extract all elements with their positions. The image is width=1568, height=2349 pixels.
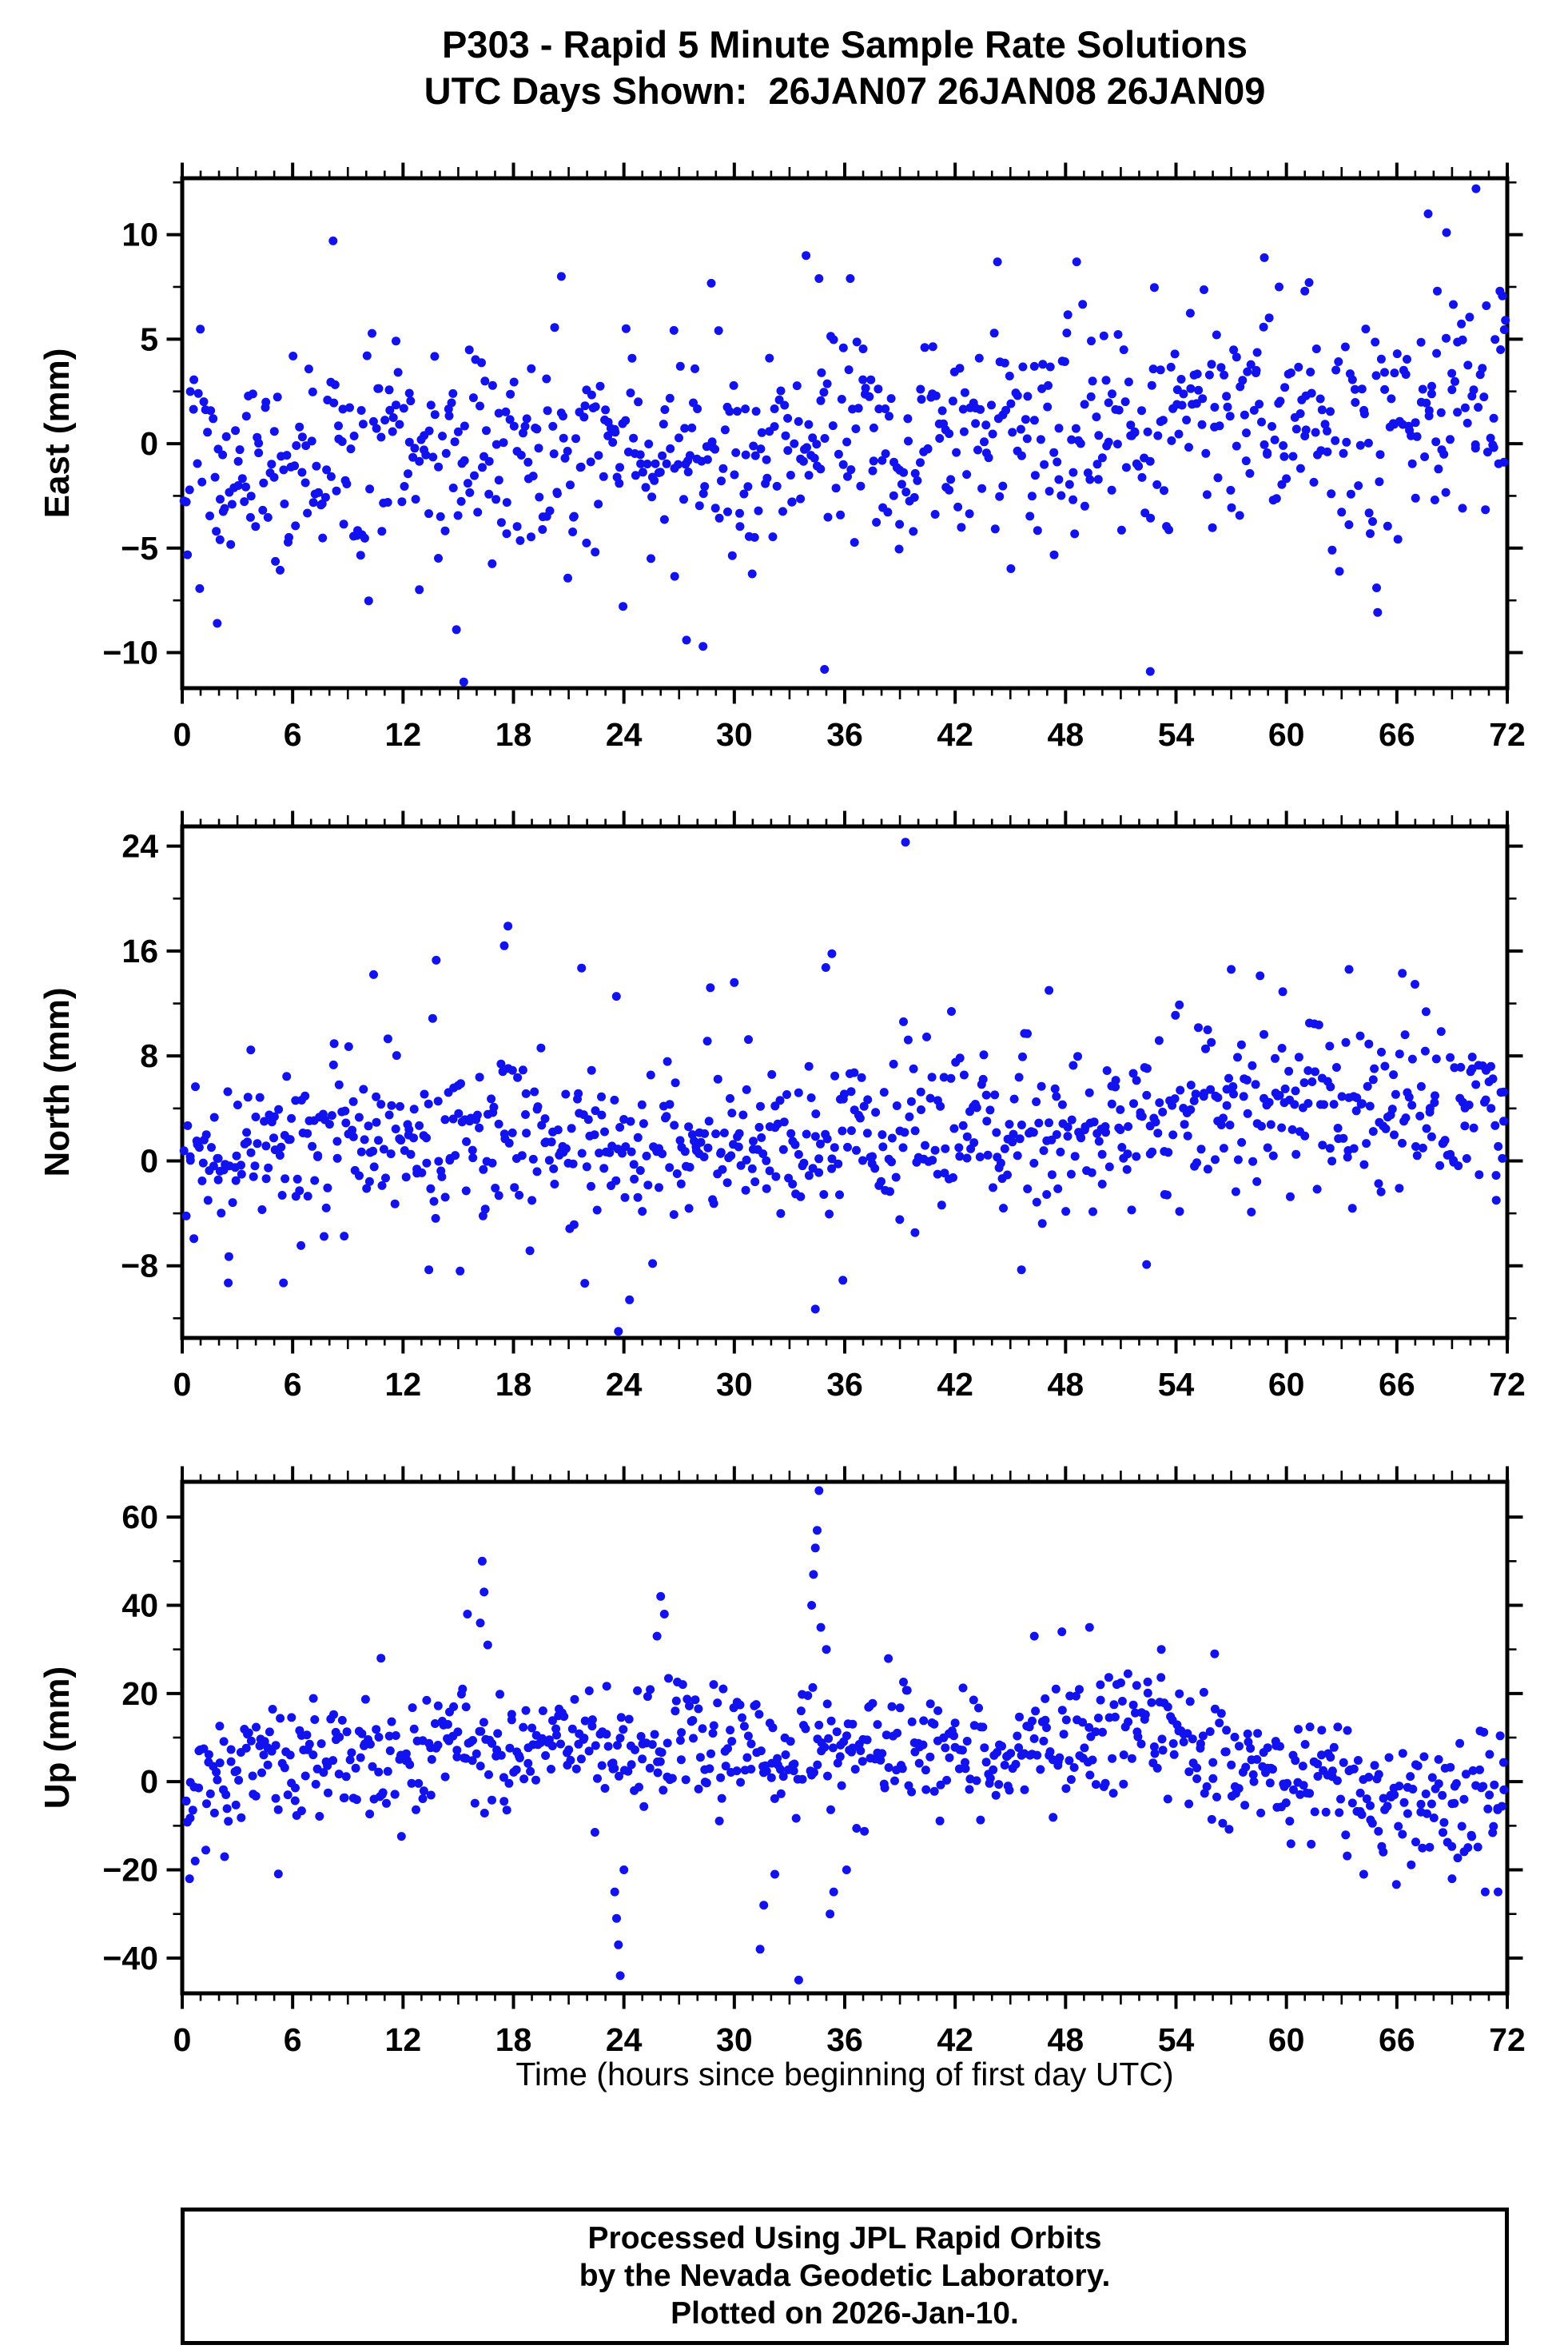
svg-text:0: 0 — [173, 716, 192, 753]
svg-text:0: 0 — [173, 1366, 192, 1403]
svg-text:18: 18 — [495, 716, 532, 753]
svg-text:72: 72 — [1489, 716, 1526, 753]
svg-text:42: 42 — [937, 716, 973, 753]
svg-text:0: 0 — [173, 2021, 192, 2058]
svg-text:36: 36 — [826, 2021, 863, 2058]
page-subtitle: UTC Days Shown: 26JAN07 26JAN08 26JAN09 — [424, 70, 1266, 112]
svg-text:30: 30 — [716, 1366, 753, 1403]
svg-text:8: 8 — [140, 1037, 158, 1074]
svg-text:60: 60 — [1268, 2021, 1305, 2058]
up-plot: 0 6 12 18 24 30 36 42 48 54 60 66 72 −40 −20 0 20 40 60 — [102, 1466, 1526, 2058]
svg-text:54: 54 — [1158, 716, 1195, 753]
svg-text:−10: −10 — [102, 635, 158, 671]
svg-text:30: 30 — [716, 716, 753, 753]
east-plot: 0 6 12 18 24 30 36 42 48 54 60 66 72 −10 −5 0 5 10 — [102, 162, 1526, 753]
svg-text:0: 0 — [140, 425, 158, 462]
svg-text:18: 18 — [495, 2021, 532, 2058]
north-plot: 0 6 12 18 24 30 36 42 48 54 60 66 72 −8 0 8 16 24 — [121, 810, 1526, 1403]
svg-text:72: 72 — [1489, 1366, 1526, 1403]
svg-text:24: 24 — [606, 716, 643, 753]
svg-text:−40: −40 — [102, 1940, 158, 1977]
svg-text:40: 40 — [121, 1587, 158, 1623]
page-title: P303 - Rapid 5 Minute Sample Rate Soluti… — [441, 23, 1248, 66]
svg-text:30: 30 — [716, 2021, 753, 2058]
svg-text:24: 24 — [606, 1366, 643, 1403]
svg-text:60: 60 — [1268, 1366, 1305, 1403]
time-axis-title: Time (hours since beginning of first day… — [515, 2056, 1174, 2092]
svg-text:−20: −20 — [102, 1852, 158, 1889]
footer-box: Processed Using JPL Rapid Orbits by the … — [181, 2208, 1509, 2345]
svg-text:5: 5 — [140, 320, 158, 357]
svg-text:54: 54 — [1158, 2021, 1195, 2058]
svg-text:42: 42 — [937, 1366, 973, 1403]
svg-text:−5: −5 — [121, 530, 158, 567]
svg-text:6: 6 — [284, 716, 302, 753]
svg-text:72: 72 — [1489, 2021, 1526, 2058]
svg-text:24: 24 — [606, 2021, 643, 2058]
up-axis-label: Up (mm) — [38, 1666, 77, 1810]
svg-text:48: 48 — [1048, 2021, 1084, 2058]
svg-text:24: 24 — [121, 828, 158, 865]
svg-text:60: 60 — [1268, 716, 1305, 753]
svg-text:0: 0 — [140, 1142, 158, 1179]
svg-text:66: 66 — [1379, 2021, 1415, 2058]
svg-text:6: 6 — [284, 1366, 302, 1403]
svg-text:48: 48 — [1048, 716, 1084, 753]
svg-text:36: 36 — [826, 716, 863, 753]
svg-text:60: 60 — [121, 1499, 158, 1535]
north-axis-label: North (mm) — [38, 987, 77, 1177]
svg-text:66: 66 — [1379, 1366, 1415, 1403]
svg-text:66: 66 — [1379, 716, 1415, 753]
svg-text:12: 12 — [385, 716, 422, 753]
svg-text:16: 16 — [121, 933, 158, 969]
footer-line-3: Plotted on 2026-Jan-10. — [671, 2296, 1019, 2331]
svg-text:10: 10 — [121, 217, 158, 253]
svg-text:12: 12 — [385, 2021, 422, 2058]
east-axis-label: East (mm) — [38, 348, 77, 519]
svg-text:48: 48 — [1048, 1366, 1084, 1403]
svg-text:6: 6 — [284, 2021, 302, 2058]
svg-text:20: 20 — [121, 1675, 158, 1712]
footer-line-1: Processed Using JPL Rapid Orbits — [587, 2221, 1102, 2255]
svg-text:42: 42 — [937, 2021, 973, 2058]
svg-text:−8: −8 — [121, 1248, 158, 1284]
svg-text:0: 0 — [140, 1763, 158, 1800]
svg-text:18: 18 — [495, 1366, 532, 1403]
footer-line-2: by the Nevada Geodetic Laboratory. — [579, 2259, 1111, 2293]
svg-text:36: 36 — [826, 1366, 863, 1403]
svg-text:12: 12 — [385, 1366, 422, 1403]
svg-text:54: 54 — [1158, 1366, 1195, 1403]
